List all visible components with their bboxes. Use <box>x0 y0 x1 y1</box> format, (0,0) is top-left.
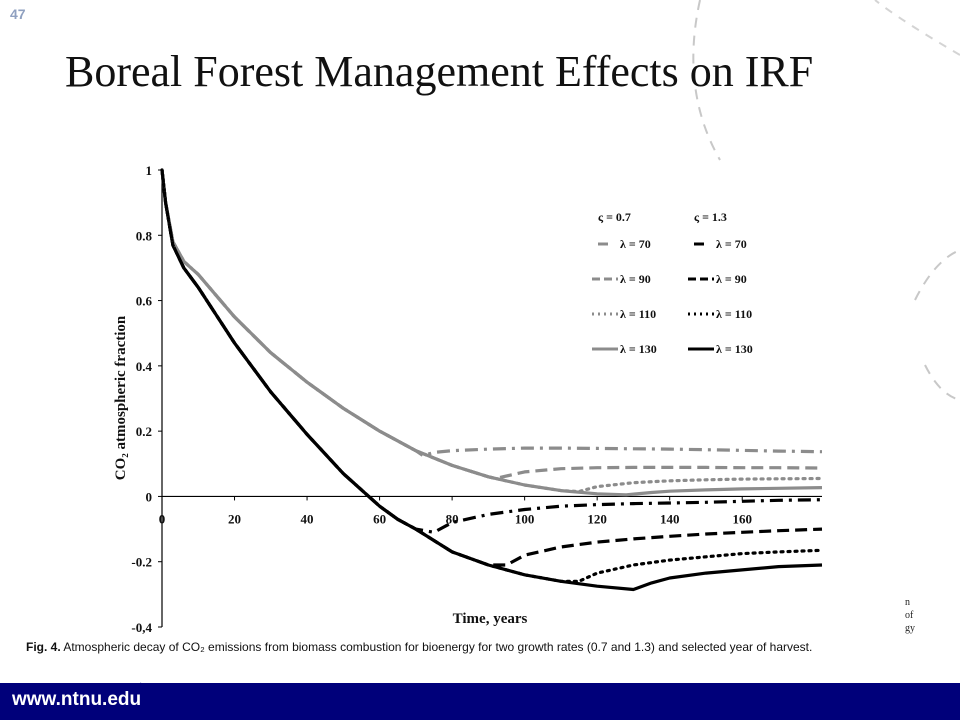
cropped-text-line: gy <box>905 623 915 634</box>
y-tick-label: 0.6 <box>136 294 153 309</box>
cropped-side-text: n of gy <box>905 596 935 635</box>
legend-label: λ = 110 <box>716 307 752 321</box>
legend-label: λ = 90 <box>716 272 747 286</box>
legend-label: λ = 70 <box>716 237 747 251</box>
y-tick-label: -0.2 <box>131 555 152 570</box>
footer-url: www.ntnu.edu <box>12 689 142 710</box>
legend: ς = 0.7 ς = 1.3 λ = 70 λ = 90 λ = 110 λ = 130… <box>592 210 753 356</box>
legend-label: λ = 130 <box>716 342 753 356</box>
legend-header: ς = 1.3 <box>694 210 727 224</box>
caption-text: Atmospheric decay of CO₂ emissions from … <box>63 640 813 654</box>
y-tick-label: 0.8 <box>136 228 153 243</box>
series-line-0-7-1 <box>160 169 823 481</box>
cropped-text-line: of <box>905 610 914 621</box>
x-tick-label: 100 <box>515 511 535 526</box>
y-tick-label: 0.2 <box>136 424 152 439</box>
axes <box>161 170 822 627</box>
x-tick-label: 60 <box>373 511 386 526</box>
series-line-1-3-1 <box>160 169 823 567</box>
series-line-0-7-0 <box>160 169 823 458</box>
y-tick-label: -0,4 <box>131 620 152 635</box>
legend-label: λ = 130 <box>620 342 657 356</box>
footer-bar: www.ntnu.edu <box>0 683 960 720</box>
y-tick-label: 0 <box>146 489 153 504</box>
caption-label: Fig. 4. <box>26 640 61 654</box>
figure-caption: Fig. 4. Atmospheric decay of CO₂ emissio… <box>26 640 812 654</box>
y-axis-label: CO₂ atmospheric fraction <box>113 315 129 480</box>
series-lines <box>160 168 824 592</box>
y-tick-label: 0.4 <box>136 359 153 374</box>
legend-label: λ = 70 <box>620 237 651 251</box>
slide-number: 47 <box>10 6 26 22</box>
legend-label: λ = 90 <box>620 272 651 286</box>
x-tick-label: 140 <box>660 511 680 526</box>
x-tick-label: 80 <box>446 511 459 526</box>
x-tick-label: 20 <box>228 511 241 526</box>
x-tick-label: 40 <box>301 511 314 526</box>
tick-labels: 1 0.8 0.6 0.4 0.2 0 -0.2 -0,4 0 20 40 60 80 100 120 140… <box>131 163 752 635</box>
legend-label: λ = 110 <box>620 307 656 321</box>
legend-header: ς = 0.7 <box>598 210 631 224</box>
series-line-1-3-0 <box>160 169 823 534</box>
series-line-1-3-2 <box>160 168 824 583</box>
x-axis-label: Time, years <box>453 611 528 627</box>
slide-title: Boreal Forest Management Effects on IRF <box>65 47 814 96</box>
cropped-text-line: n <box>905 597 910 608</box>
x-tick-label: 120 <box>587 511 607 526</box>
y-tick-label: 1 <box>146 163 153 178</box>
x-tick-label: 160 <box>732 511 752 526</box>
x-tick-label: 0 <box>159 511 166 526</box>
